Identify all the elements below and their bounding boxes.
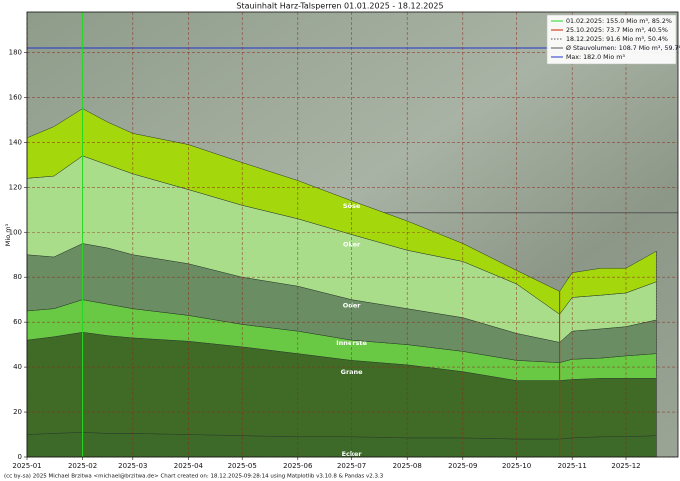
- y-tick-label: 120: [9, 183, 22, 191]
- area-label: Grane: [341, 368, 364, 376]
- x-tick-label: 2025-09: [448, 462, 477, 470]
- chart-title: Stauinhalt Harz-Talsperren 01.01.2025 - …: [236, 2, 443, 11]
- plot-frame: [26, 11, 679, 458]
- x-tick-label: 2025-10: [502, 462, 531, 470]
- legend-label: 18.12.2025: 91.6 Mio m³, 50.4%: [566, 36, 668, 43]
- x-tick-label: 2025-02: [68, 462, 97, 470]
- legend-label: 25.10.2025: 73.7 Mio m³, 40.5%: [566, 27, 668, 34]
- y-tick-label: 80: [13, 273, 22, 281]
- footer: (cc by-sa) 2025 Michael Brzitwa <michael…: [4, 474, 384, 480]
- y-tick-label: 140: [9, 138, 22, 146]
- x-tick-label: 2025-06: [283, 462, 313, 470]
- legend-label: Max: 182.0 Mio m³: [566, 54, 625, 61]
- y-tick-label: 0: [18, 453, 22, 461]
- x-tick-label: 2025-03: [118, 462, 147, 470]
- y-tick-label: 40: [13, 363, 22, 371]
- x-tick-label: 2025-05: [228, 462, 257, 470]
- x-tick-label: 2025-07: [337, 462, 366, 470]
- y-tick-label: 100: [9, 228, 22, 236]
- y-tick-label: 180: [9, 48, 22, 56]
- y-tick-label: 20: [13, 408, 22, 416]
- y-tick-label: 160: [9, 93, 22, 101]
- area-label: Ecker: [342, 450, 363, 458]
- legend-box: [546, 14, 677, 65]
- x-tick-label: 2025-12: [611, 462, 640, 470]
- area-label: Oker: [343, 240, 361, 248]
- y-tick-label: 60: [13, 318, 22, 326]
- x-tick-label: 2025-04: [174, 462, 204, 470]
- x-tick-label: 2025-11: [558, 462, 587, 470]
- legend-label: Ø Stauvolumen: 108.7 Mio m³, 59.7%: [566, 44, 680, 52]
- area-label: Oder: [343, 302, 362, 310]
- x-tick-label: 2025-08: [393, 462, 422, 470]
- area-label: Söse: [343, 202, 361, 210]
- x-tick-label: 2025-01: [12, 462, 41, 470]
- legend-label: 01.02.2025: 155.0 Mio m³, 85.2%: [566, 18, 672, 25]
- y-axis-label: Mio m³: [4, 223, 12, 246]
